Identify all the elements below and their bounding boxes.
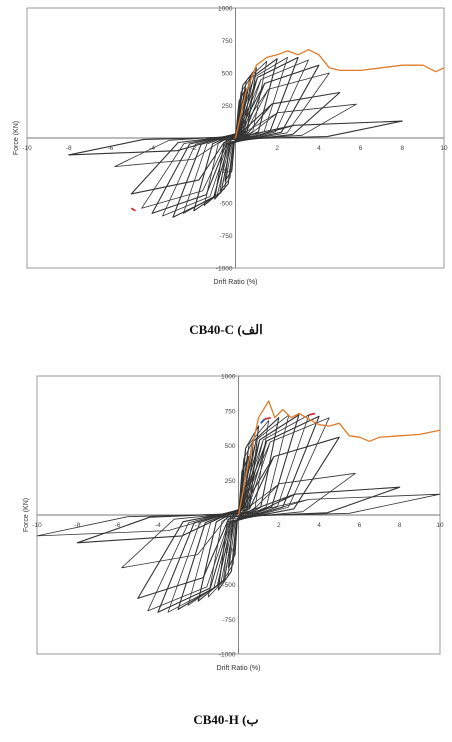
y-tick-label: 250 — [225, 478, 236, 485]
chart-a-caption: CB40-C (الف — [189, 322, 263, 337]
x-tick-label: -6 — [115, 522, 121, 529]
hysteresis-loop — [197, 417, 280, 602]
y-tick-label: -1000 — [219, 652, 236, 659]
x-tick-label: 4 — [317, 145, 321, 152]
y-tick-label: 750 — [222, 38, 233, 45]
peak-marker-line — [308, 412, 316, 416]
y-tick-label: 1000 — [221, 374, 236, 381]
y-tick-label: 250 — [222, 103, 233, 110]
y-tick-label: -750 — [219, 233, 232, 240]
hysteresis-loop — [157, 415, 320, 613]
hysteresis-loop — [137, 436, 340, 599]
x-axis-title: Drift Ratio (%) — [214, 279, 258, 286]
y-axis-title: Force (KN) — [13, 121, 20, 155]
y-tick-label: 500 — [222, 71, 233, 78]
hysteresis-loop — [172, 56, 299, 218]
y-tick-label: -750 — [222, 617, 235, 624]
hysteresis-loop — [162, 59, 309, 217]
y-axis-title: Force (KN) — [23, 498, 30, 532]
chart-panel-a: -10 -8 -6 -4 -2 2 4 6 8 10 1000 750 500 250 -250 -500 -7… — [0, 0, 452, 300]
y-tick-label: 750 — [225, 408, 236, 415]
chart-b-svg: -10 -8 -6 -4 -2 2 4 6 8 101000750500250-250-500-7… — [23, 374, 444, 673]
chart-a-svg: -10 -8 -6 -4 -2 2 4 6 8 101000750500250-250-500-7… — [13, 6, 448, 287]
x-tick-label: 10 — [440, 145, 448, 152]
x-tick-label: -10 — [32, 522, 42, 529]
hysteresis-loop — [76, 486, 401, 544]
hysteresis-loop — [187, 414, 290, 606]
chart-panel-b: -10 -8 -6 -4 -2 2 4 6 8 10 1000 750 500 250 -250 -500 -7… — [0, 368, 452, 673]
hysteresis-loop — [114, 103, 357, 167]
x-tick-label: -8 — [66, 145, 72, 152]
x-tick-label: 6 — [359, 145, 363, 152]
envelope-line — [234, 48, 445, 139]
hysteresis-loop — [36, 493, 441, 537]
x-tick-label: 10 — [436, 522, 444, 529]
y-tick-label: 500 — [225, 443, 236, 450]
x-tick-label: 8 — [398, 522, 402, 529]
x-tick-label: 4 — [317, 522, 321, 529]
y-tick-label: -1000 — [216, 266, 233, 273]
hysteresis-loop — [141, 72, 330, 209]
hysteresis-loop — [130, 91, 341, 195]
x-tick-label: -8 — [74, 522, 80, 529]
chart-b-caption: CB40-H (ب — [193, 712, 259, 727]
x-tick-label: 2 — [277, 522, 281, 529]
y-tick-label: 1000 — [218, 6, 233, 13]
hysteresis-loop — [151, 64, 320, 214]
x-tick-label: 8 — [400, 145, 404, 152]
x-axis-title: Drift Ratio (%) — [217, 665, 261, 672]
peak-marker-line — [130, 207, 136, 212]
x-tick-label: 6 — [358, 522, 362, 529]
hysteresis-loop — [183, 57, 288, 214]
peak-marker-line — [264, 416, 271, 420]
hysteresis-loop — [193, 58, 278, 212]
hysteresis-loop — [121, 472, 356, 569]
y-tick-label: -500 — [219, 201, 232, 208]
x-tick-label: -4 — [155, 522, 161, 529]
x-tick-label: -6 — [108, 145, 114, 152]
envelope-line — [237, 400, 441, 516]
peak-marker-line — [260, 418, 266, 424]
x-tick-label: 2 — [275, 145, 279, 152]
y-tick-label: -500 — [222, 582, 235, 589]
x-tick-label: -2 — [191, 145, 197, 152]
hysteresis-loop — [68, 120, 403, 156]
x-tick-label: -10 — [22, 145, 32, 152]
